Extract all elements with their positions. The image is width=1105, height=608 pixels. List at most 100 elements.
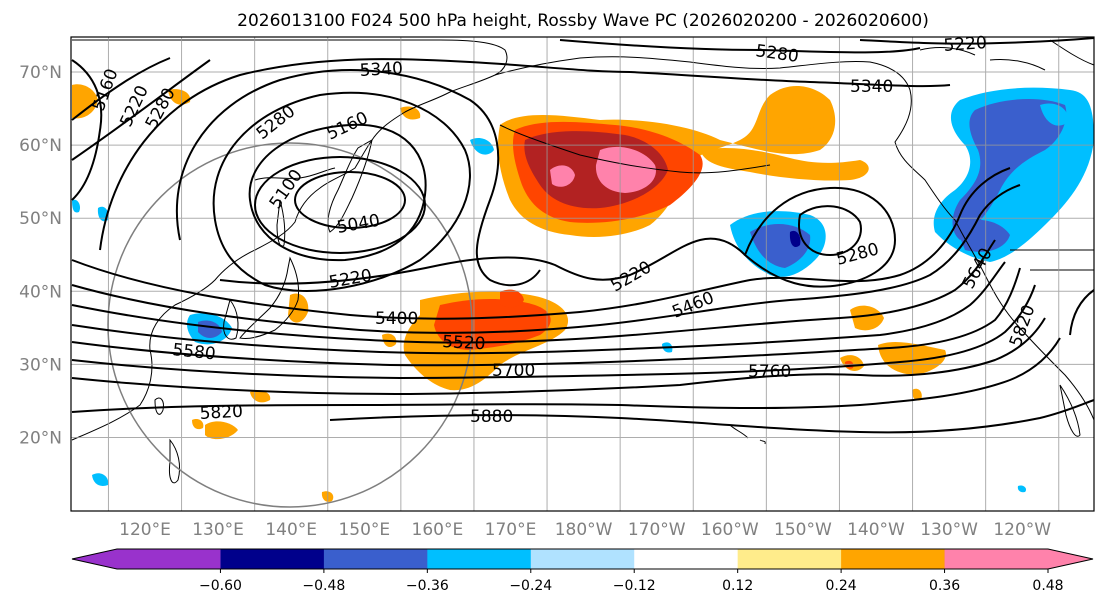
- contour-5640: [71, 267, 1021, 367]
- contour-5220-west: [71, 57, 171, 121]
- longitude-label: 180°W: [555, 520, 613, 540]
- contour-label: 5820: [199, 402, 243, 424]
- contour-5160-west: [71, 59, 103, 201]
- contour-5760: [71, 317, 1046, 396]
- contour-5460: [71, 184, 1021, 334]
- colorbar-segment: [323, 549, 428, 569]
- contour-label: 5340: [850, 77, 893, 97]
- contour-gulf-low-inner: [798, 205, 862, 257]
- colorbar-tick-label: −0.24: [509, 578, 552, 594]
- contour-label: 5700: [492, 361, 535, 381]
- colorbar-tick-label: 0.12: [722, 578, 753, 594]
- longitude-label: 130°E: [192, 520, 244, 540]
- latitude-label: 50°N: [19, 209, 62, 229]
- philippines: [169, 438, 181, 484]
- latitude-label: 40°N: [19, 282, 62, 302]
- longitude-label: 150°E: [338, 520, 390, 540]
- map-panel: 5280 5220 5340 5340 5160 5220 5280 5280 …: [70, 33, 1095, 512]
- positive-anomaly-alaska: [498, 85, 869, 237]
- canadian-arctic: [919, 47, 1046, 71]
- longitude-label: 120°E: [119, 520, 171, 540]
- colorbar-tick-label: 0.36: [929, 578, 960, 594]
- hawaii: [729, 424, 766, 445]
- latitude-labels: 70°N 60°N 50°N 40°N 30°N 20°N: [19, 63, 62, 449]
- colorbar-segments: [72, 549, 1093, 569]
- latitude-label: 20°N: [19, 429, 62, 449]
- contour-label: 5520: [442, 332, 486, 354]
- longitude-label: 120°W: [993, 520, 1051, 540]
- colorbar-tick-label: −0.48: [302, 578, 345, 594]
- negative-anomaly-gulf: [730, 211, 826, 277]
- sakhalin: [276, 199, 286, 247]
- colorbar-tick-label: −0.36: [406, 578, 449, 594]
- latitude-label: 60°N: [19, 136, 62, 156]
- greenland-edge: [1049, 39, 1095, 66]
- contour-gulf-low-mid: [743, 186, 897, 288]
- longitude-label: 130°W: [920, 520, 978, 540]
- longitude-label: 160°E: [412, 520, 464, 540]
- map-background: [71, 37, 1094, 511]
- colorbar-segment: [634, 549, 739, 569]
- coastlines: [71, 39, 1095, 484]
- contour-5340-upper: [99, 58, 631, 251]
- north-america-coast: [954, 219, 1095, 421]
- contour-label: 5220: [943, 33, 988, 56]
- reference-circle: [107, 142, 473, 508]
- colorbar-segment: [427, 549, 532, 569]
- sea-of-okhotsk-coast: [254, 167, 336, 181]
- colorbar-segment: [944, 549, 1093, 569]
- longitude-label: 170°W: [628, 520, 686, 540]
- contour-label: 5340: [359, 59, 403, 81]
- baja-california: [1059, 384, 1081, 437]
- map-frame: [70, 36, 1095, 512]
- us-canada-border: [1010, 249, 1094, 271]
- colorbar: −0.60 −0.48 −0.36 −0.24 −0.12 0.12 0.24 0.36 0.4…: [71, 548, 1094, 594]
- contour-5820: [71, 337, 1061, 413]
- contour-5280-low: [175, 69, 541, 287]
- contour-5220-mid: [219, 237, 746, 285]
- contour-5220-north: [859, 37, 1095, 45]
- colorbar-ticks: −0.60 −0.48 −0.36 −0.24 −0.12 0.12 0.24 0.36 0.4…: [199, 569, 1064, 594]
- colorbar-segment: [841, 549, 946, 569]
- colorbar-segment: [72, 549, 221, 569]
- gridlines: [71, 37, 1094, 511]
- contour-5220-low: [212, 91, 471, 292]
- colorbar-tick-label: 0.24: [826, 578, 857, 594]
- contour-label: 5880: [470, 407, 513, 427]
- contour-5400: [71, 167, 1011, 320]
- positive-anomaly-east: [72, 84, 946, 401]
- contour-5580-east: [1069, 289, 1095, 336]
- negative-anomaly-west: [72, 138, 1027, 493]
- taiwan: [154, 397, 164, 415]
- longitude-labels: 120°E 130°E 140°E 150°E 160°E 170°E 180°W 170°W…: [119, 520, 1051, 540]
- latitude-label: 30°N: [19, 355, 62, 375]
- contour-5160-low: [248, 123, 427, 262]
- contour-5880: [329, 399, 1095, 434]
- longitude-label: 140°W: [847, 520, 905, 540]
- longitude-label: 140°E: [265, 520, 317, 540]
- height-contours: [71, 37, 1095, 434]
- contour-5700: [71, 284, 1036, 380]
- contour-5280-west: [71, 59, 211, 161]
- longitude-label: 150°W: [774, 520, 832, 540]
- colorbar-segment: [220, 549, 325, 569]
- contour-5280-north: [559, 39, 921, 54]
- longitude-label: 160°W: [701, 520, 759, 540]
- aleutians: [499, 124, 771, 174]
- colorbar-segment: [530, 549, 635, 569]
- longitude-label: 170°E: [485, 520, 537, 540]
- figure-title: 2026013100 F024 500 hPa height, Rossby W…: [237, 11, 929, 31]
- latitude-label: 70°N: [19, 63, 62, 83]
- contour-5580: [71, 261, 1006, 355]
- contour-label: 5580: [171, 340, 216, 364]
- colorbar-tick-label: −0.60: [199, 578, 242, 594]
- colorbar-tick-label: −0.12: [613, 578, 656, 594]
- colorbar-outline: [71, 548, 1094, 570]
- contour-5100: [254, 156, 426, 254]
- alaska-coastline: [494, 56, 956, 221]
- contour-label: 5760: [748, 362, 791, 382]
- contour-label: 5400: [375, 309, 418, 329]
- colorbar-segment: [737, 549, 842, 569]
